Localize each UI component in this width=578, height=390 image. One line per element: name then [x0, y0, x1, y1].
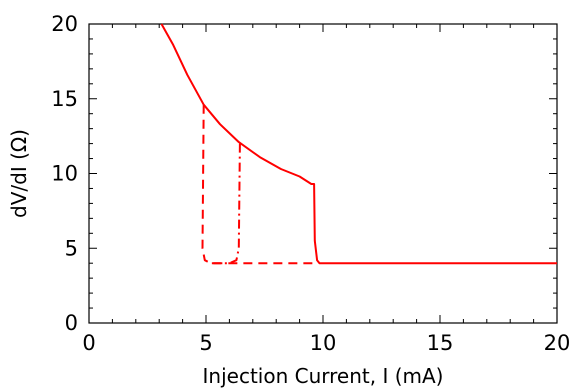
- series-layer: [160, 23, 557, 265]
- y-axis-title: dV/dI (Ω): [7, 129, 31, 218]
- series-line-solid: [160, 23, 557, 265]
- x-tick-label: 10: [310, 331, 337, 355]
- series-line-dash-dot: [210, 143, 241, 265]
- y-tick-label: 5: [65, 236, 78, 260]
- x-tick-label: 15: [427, 331, 454, 355]
- major-ticks: [88, 23, 558, 324]
- y-tick-label: 10: [51, 162, 78, 186]
- x-axis-title: Injection Current, I (mA): [203, 364, 444, 388]
- y-tick-label: 15: [51, 87, 78, 111]
- y-tick-label: 0: [65, 311, 78, 335]
- y-tick-label: 20: [51, 12, 78, 36]
- x-tick-label: 5: [199, 331, 212, 355]
- y-tick-labels: 0 5 10 15 20: [51, 12, 78, 335]
- x-tick-label: 0: [82, 331, 95, 355]
- series-line-dashed: [201, 104, 318, 265]
- x-tick-label: 20: [544, 331, 571, 355]
- x-tick-labels: 0 5 10 15 20: [82, 331, 570, 355]
- minor-ticks: [89, 24, 557, 323]
